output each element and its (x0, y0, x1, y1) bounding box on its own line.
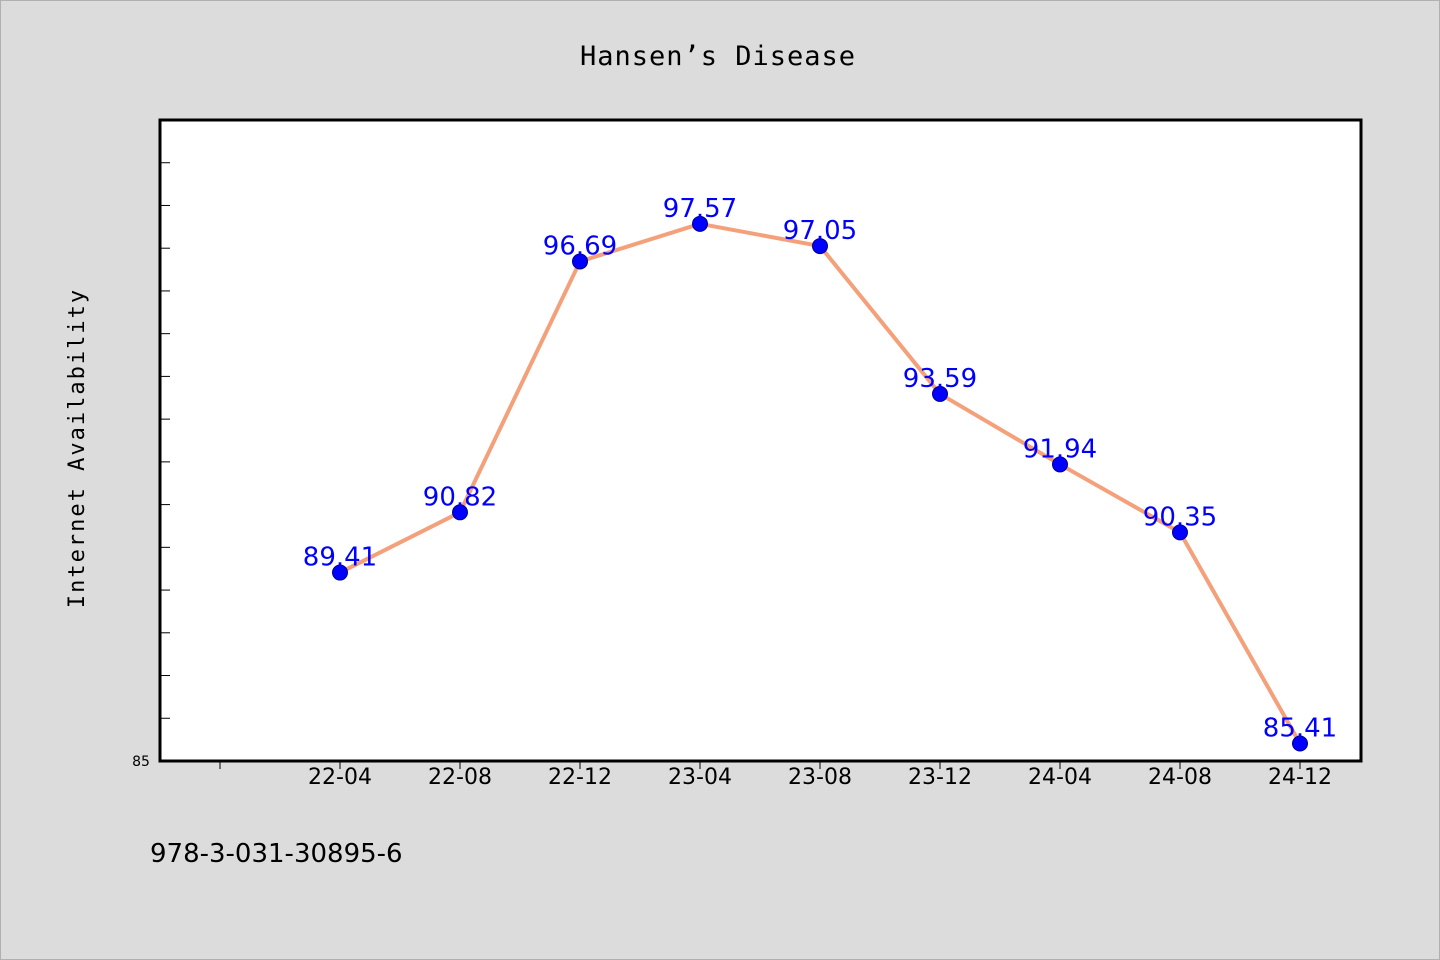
x-tick-label: 24-08 (1148, 765, 1212, 790)
data-label: 97.05 (783, 216, 857, 246)
x-tick-label: 24-12 (1268, 765, 1332, 790)
data-point (332, 564, 348, 581)
chart-title: Hansen’s Disease (580, 41, 856, 72)
y-axis-label: Internet Availability (65, 288, 90, 608)
data-point (692, 215, 708, 232)
data-point (812, 238, 828, 255)
data-label: 96.69 (543, 231, 617, 261)
x-tick-label: 23-12 (908, 765, 972, 790)
data-point (1052, 456, 1068, 473)
data-label: 90.82 (423, 482, 497, 512)
plot-area (158, 118, 1363, 763)
data-point (452, 504, 468, 521)
data-point (1292, 735, 1308, 752)
x-tick-label: 22-08 (428, 765, 492, 790)
x-tick-label: 24-04 (1028, 765, 1092, 790)
x-axis: 22-04 22-08 22-12 23-04 23-08 23-12 24-04 24-08… (219, 761, 1332, 790)
data-point (1172, 524, 1188, 541)
series-group: 89.41 90.82 96.69 97.57 97.05 93.59 91.94 90.35… (303, 194, 1337, 752)
x-tick-label: 22-04 (308, 765, 372, 790)
data-label: 93.59 (903, 364, 977, 394)
isbn-footer: 978-3-031-30895-6 (150, 839, 403, 869)
data-label: 91.94 (1023, 434, 1097, 464)
data-point (572, 253, 588, 270)
x-tick-label: 22-12 (548, 765, 612, 790)
data-label: 90.35 (1143, 502, 1217, 532)
data-point (932, 385, 948, 402)
x-tick-label: 23-04 (668, 765, 732, 790)
x-tick-label: 23-08 (788, 765, 852, 790)
data-label: 85.41 (1263, 713, 1337, 743)
data-label: 97.57 (663, 194, 737, 224)
data-label: 89.41 (303, 543, 377, 573)
y-axis (160, 162, 170, 719)
y-tick-label: 85 (132, 754, 150, 770)
